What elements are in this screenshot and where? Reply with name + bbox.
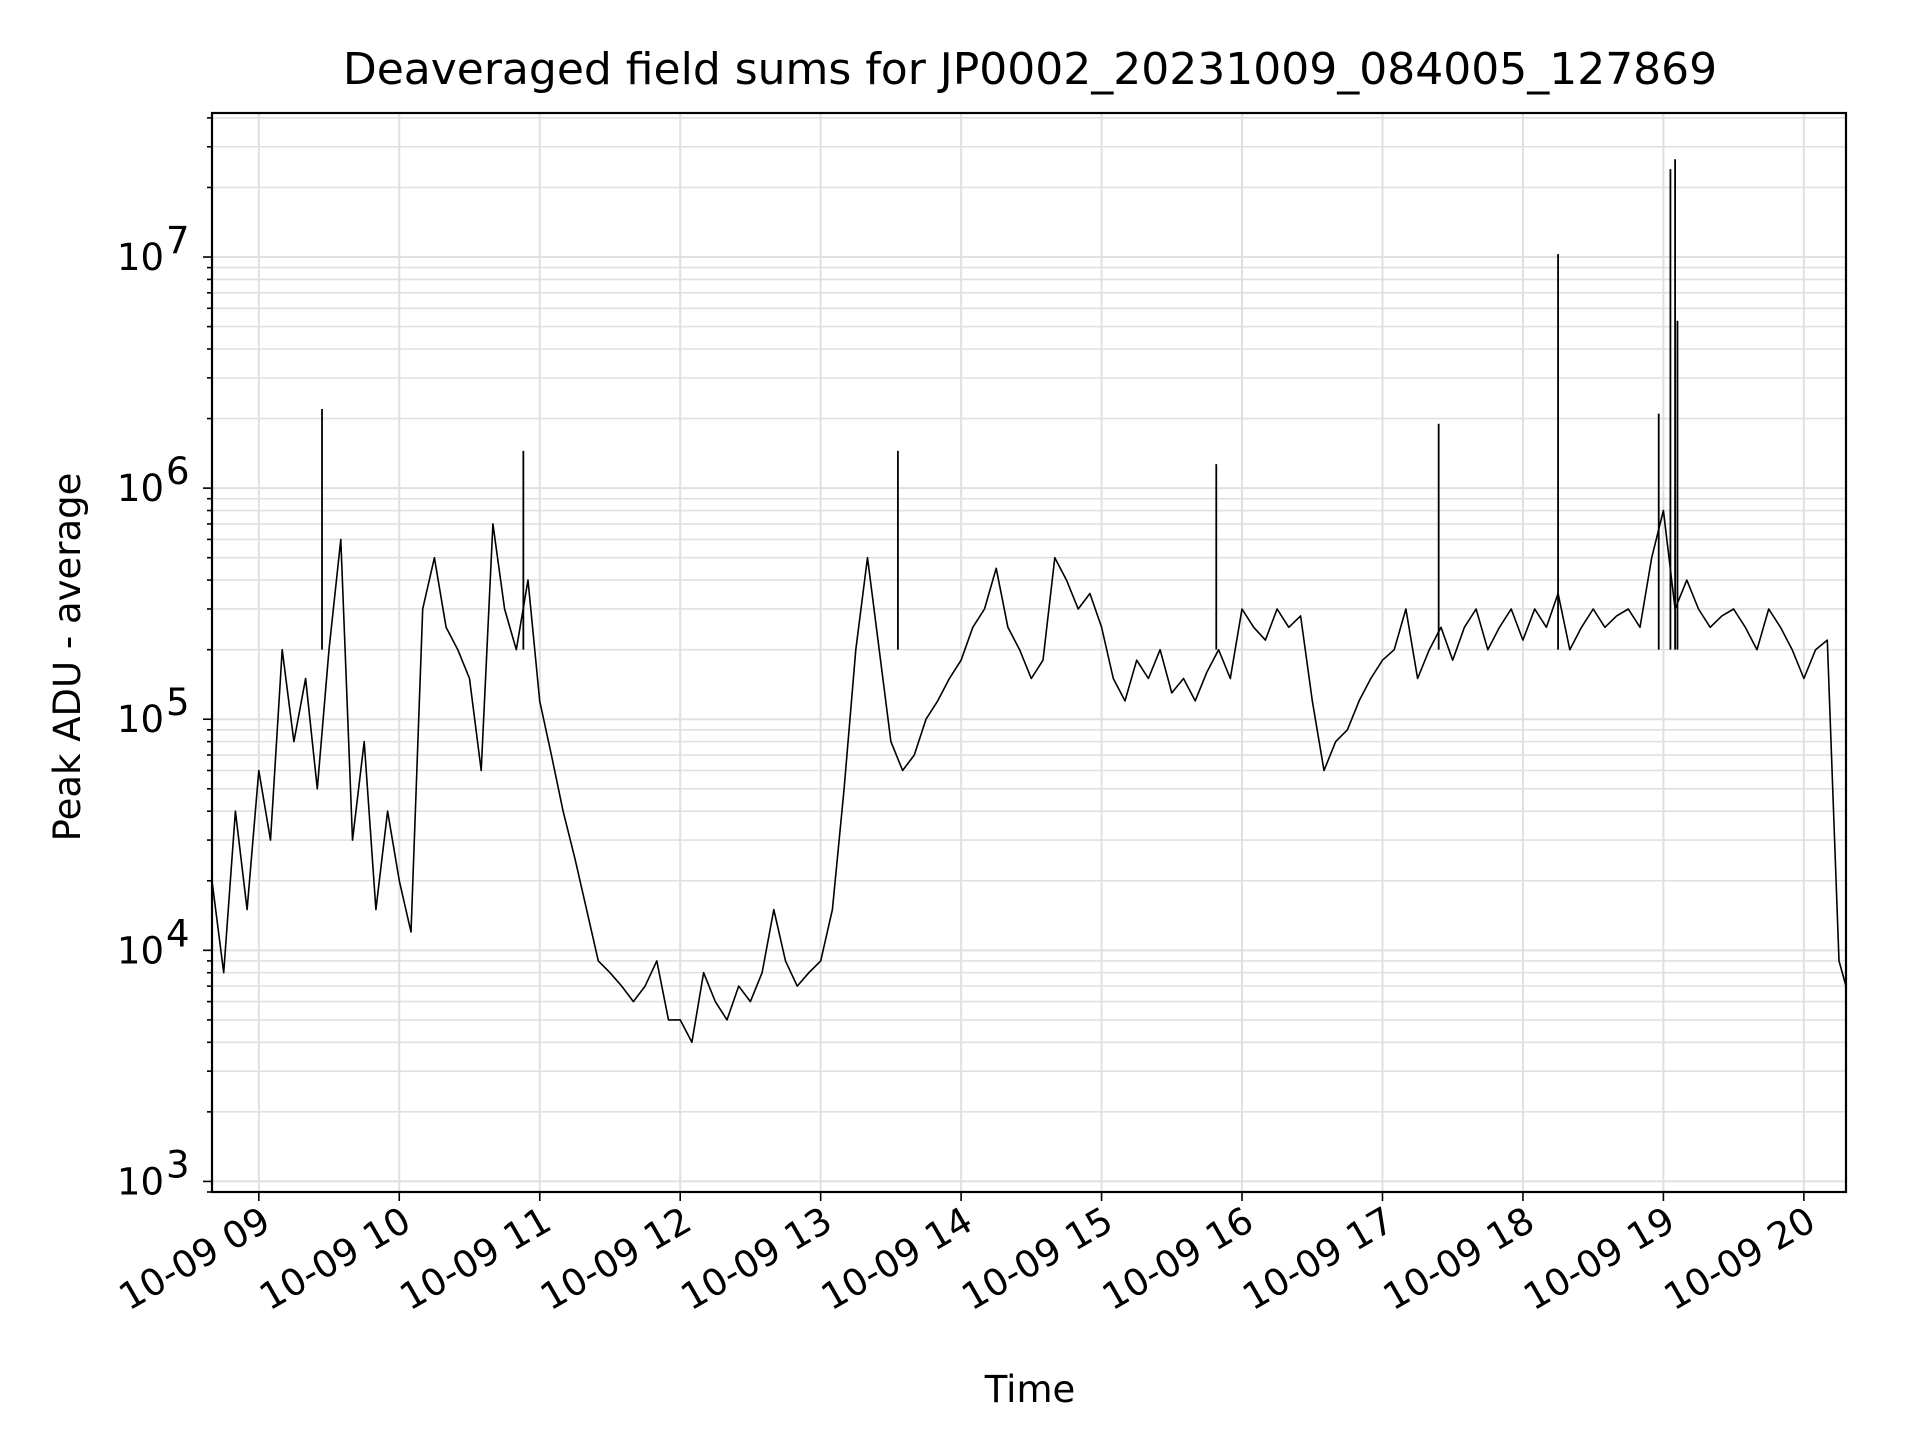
- y-tick-label: 10: [117, 1160, 164, 1203]
- series-line-0: [211, 509, 1847, 1044]
- chart-title: Deaveraged field sums for JP0002_2023100…: [343, 44, 1717, 95]
- y-tick-exponent: 6: [166, 450, 190, 493]
- x-axis-label: Time: [984, 1368, 1076, 1411]
- y-tick-exponent: 7: [166, 219, 190, 262]
- y-tick-label: 10: [117, 236, 164, 279]
- y-tick-label: 10: [117, 929, 164, 972]
- y-tick-label: 10: [117, 698, 164, 741]
- grid: [212, 113, 1846, 1193]
- y-tick-exponent: 3: [166, 1143, 190, 1186]
- series-group: [211, 159, 1847, 1044]
- y-tick-exponent: 5: [166, 681, 190, 724]
- plot-frame: [210, 111, 1848, 1194]
- y-axis-label: Peak ADU - average: [46, 473, 89, 842]
- y-tick-label: 10: [117, 467, 164, 510]
- y-tick-exponent: 4: [166, 912, 190, 955]
